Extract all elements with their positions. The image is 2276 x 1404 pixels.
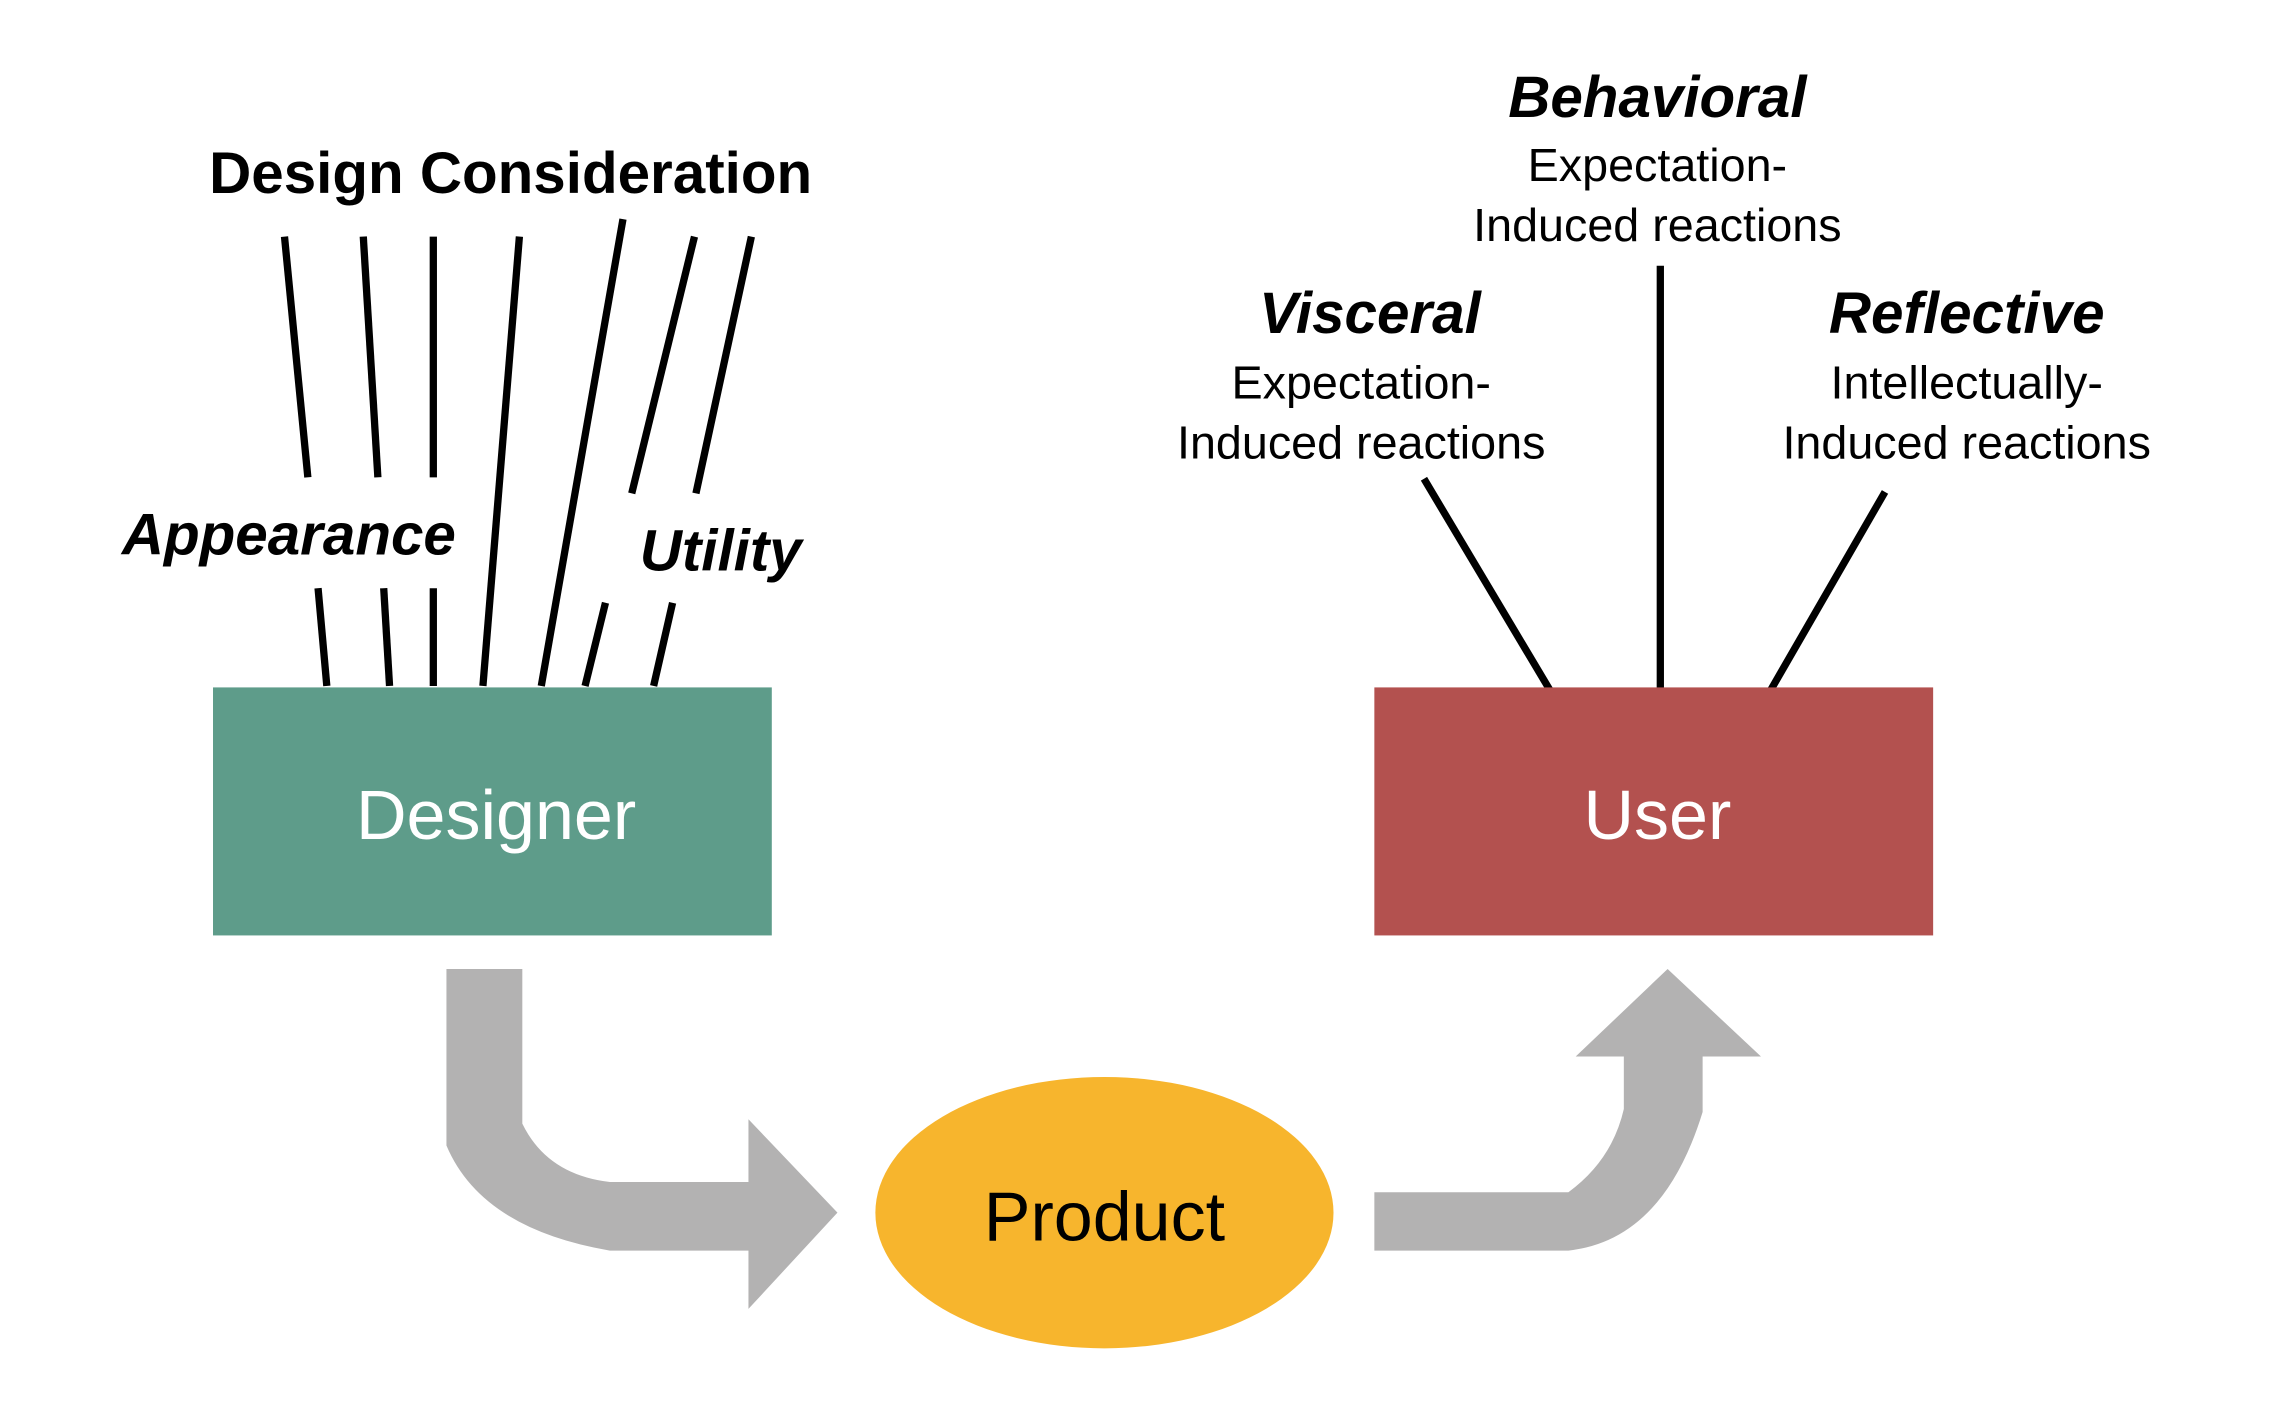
reflective-desc-2: Induced reactions (1782, 416, 2150, 468)
line (650, 601, 677, 687)
reflective-label: Reflective (1829, 281, 2105, 346)
line (581, 601, 610, 687)
line (479, 236, 524, 687)
line (359, 236, 382, 478)
visceral-desc-2: Induced reactions (1177, 416, 1545, 468)
line (314, 587, 331, 687)
product-ellipse (875, 1076, 1334, 1349)
user-label: User (1583, 776, 1731, 854)
arrow-designer-to-product (446, 968, 838, 1309)
user-box (1374, 687, 1934, 936)
appearance-label: Appearance (120, 503, 456, 568)
visceral-label: Visceral (1259, 281, 1482, 346)
visceral-desc-1: Expectation- (1232, 357, 1491, 409)
consideration-lines (280, 218, 755, 687)
product-label: Product (984, 1177, 1225, 1255)
line (692, 235, 755, 495)
line (280, 236, 312, 478)
design-consideration-title: Design Consideration (209, 141, 812, 206)
designer-box (213, 687, 772, 936)
behavioral-label: Behavioral (1508, 65, 1808, 130)
arrow-product-to-user (1374, 968, 1761, 1251)
user-lines (1420, 265, 1889, 694)
utility-label: Utility (640, 519, 805, 584)
designer-label: Designer (356, 776, 636, 854)
line (1766, 490, 1889, 694)
line (380, 587, 394, 687)
behavioral-desc-1: Expectation- (1528, 139, 1787, 191)
line (628, 235, 699, 495)
behavioral-desc-2: Induced reactions (1473, 199, 1841, 251)
reflective-desc-1: Intellectually- (1831, 357, 2103, 409)
line (1420, 476, 1555, 694)
line (537, 218, 627, 687)
